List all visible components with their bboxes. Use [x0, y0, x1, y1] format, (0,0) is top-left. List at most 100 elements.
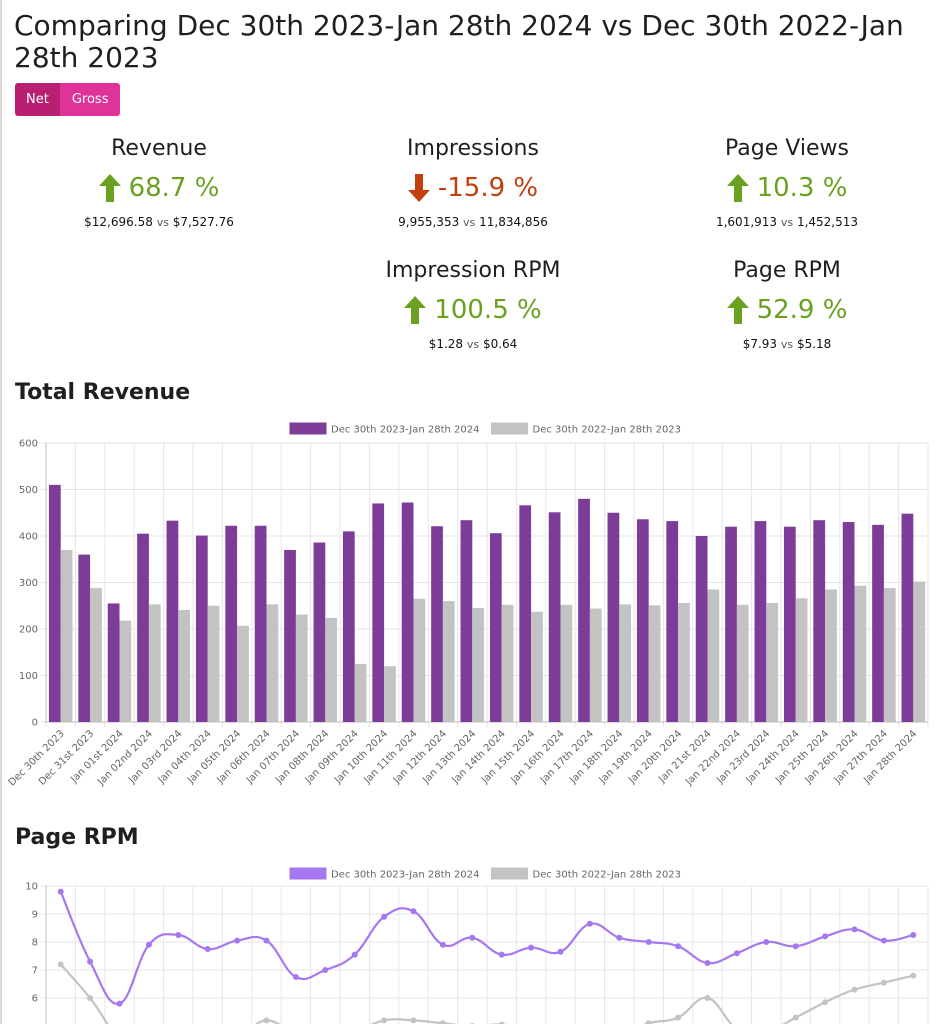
bar-current[interactable] [754, 521, 767, 722]
bar-current[interactable] [519, 505, 532, 722]
bar-previous[interactable] [825, 589, 837, 722]
bar-previous[interactable] [148, 604, 161, 722]
point-current[interactable] [586, 920, 593, 927]
point-current[interactable] [469, 934, 476, 941]
point-current[interactable] [263, 937, 270, 944]
net-button[interactable]: Net [15, 83, 60, 116]
bar-current[interactable] [284, 549, 296, 722]
bar-current[interactable] [636, 519, 649, 722]
point-current[interactable] [234, 937, 241, 944]
bar-current[interactable] [313, 542, 326, 722]
bar-previous[interactable] [619, 604, 632, 722]
bar-current[interactable] [548, 512, 561, 722]
bar-current[interactable] [431, 526, 443, 722]
bar-current[interactable] [254, 525, 267, 722]
point-current[interactable] [645, 939, 652, 945]
bar-previous[interactable] [207, 605, 220, 722]
point-current[interactable] [792, 943, 799, 950]
point-previous[interactable] [645, 1020, 652, 1024]
bar-current[interactable] [107, 603, 120, 722]
bar-previous[interactable] [413, 598, 426, 722]
point-current[interactable] [822, 933, 829, 940]
bar-current[interactable] [166, 520, 179, 722]
point-previous[interactable] [87, 995, 94, 1001]
bar-current[interactable] [48, 484, 61, 722]
bar-previous[interactable] [883, 588, 896, 722]
point-previous[interactable] [822, 999, 829, 1006]
bar-previous[interactable] [913, 581, 926, 722]
bar-current[interactable] [401, 502, 414, 722]
point-current[interactable] [528, 944, 535, 951]
point-previous[interactable] [381, 1017, 388, 1024]
bar-current[interactable] [607, 512, 620, 722]
point-previous[interactable] [57, 961, 64, 968]
point-previous[interactable] [263, 1017, 270, 1024]
bar-previous[interactable] [736, 604, 749, 722]
point-current[interactable] [704, 960, 711, 966]
bar-current[interactable] [460, 520, 473, 722]
legend-item[interactable]: Dec 30th 2023-Jan 28th 2024 [289, 867, 480, 881]
bar-previous[interactable] [501, 604, 514, 722]
bar-current[interactable] [901, 513, 914, 722]
bar-previous[interactable] [178, 609, 191, 722]
point-current[interactable] [910, 932, 917, 938]
bar-previous[interactable] [90, 588, 102, 722]
point-current[interactable] [145, 941, 152, 948]
point-current[interactable] [381, 913, 388, 920]
point-previous[interactable] [880, 979, 887, 986]
point-current[interactable] [87, 958, 94, 965]
point-previous[interactable] [675, 1014, 682, 1021]
bar-current[interactable] [78, 554, 91, 722]
point-previous[interactable] [910, 972, 917, 979]
bar-current[interactable] [225, 525, 238, 722]
bar-previous[interactable] [678, 602, 690, 722]
bar-current[interactable] [842, 522, 855, 722]
point-current[interactable] [410, 908, 417, 915]
bar-previous[interactable] [648, 605, 661, 722]
bar-current[interactable] [695, 536, 708, 722]
bar-previous[interactable] [384, 666, 396, 722]
gross-button[interactable]: Gross [59, 83, 121, 116]
point-previous[interactable] [498, 1021, 505, 1024]
bar-previous[interactable] [237, 625, 249, 722]
point-current[interactable] [322, 967, 329, 973]
bar-previous[interactable] [795, 598, 808, 722]
point-current[interactable] [204, 946, 211, 952]
point-current[interactable] [439, 941, 446, 948]
point-current[interactable] [57, 888, 64, 895]
bar-previous[interactable] [442, 601, 455, 722]
bar-previous[interactable] [60, 549, 73, 722]
point-current[interactable] [292, 974, 299, 980]
bar-current[interactable] [578, 498, 590, 722]
point-previous[interactable] [704, 995, 711, 1001]
point-previous[interactable] [851, 986, 858, 993]
bar-previous[interactable] [707, 589, 720, 722]
legend-item[interactable]: Dec 30th 2022-Jan 28th 2023 [491, 867, 682, 881]
point-current[interactable] [351, 951, 358, 958]
point-current[interactable] [675, 943, 682, 950]
bar-current[interactable] [195, 535, 208, 722]
bar-current[interactable] [137, 533, 149, 722]
bar-previous[interactable] [589, 608, 602, 722]
bar-previous[interactable] [531, 611, 543, 722]
point-previous[interactable] [439, 1020, 446, 1024]
point-previous[interactable] [410, 1017, 417, 1024]
bar-previous[interactable] [854, 585, 867, 722]
bar-current[interactable] [666, 521, 679, 722]
bar-current[interactable] [372, 503, 385, 722]
bar-current[interactable] [783, 526, 796, 722]
point-current[interactable] [116, 1000, 123, 1007]
bar-previous[interactable] [472, 608, 485, 722]
bar-previous[interactable] [560, 604, 573, 722]
bar-previous[interactable] [295, 614, 308, 722]
bar-current[interactable] [813, 520, 826, 722]
point-current[interactable] [851, 926, 858, 933]
point-current[interactable] [733, 950, 740, 957]
point-current[interactable] [616, 934, 623, 941]
bar-current[interactable] [725, 526, 737, 722]
bar-current[interactable] [342, 531, 355, 722]
point-previous[interactable] [792, 1014, 799, 1021]
point-current[interactable] [763, 939, 770, 945]
point-current[interactable] [175, 932, 182, 938]
bar-previous[interactable] [119, 620, 132, 722]
